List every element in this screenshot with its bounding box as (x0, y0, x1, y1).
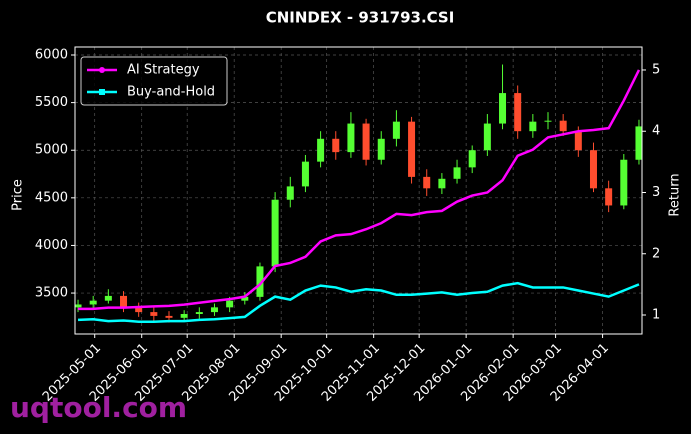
candle-body (135, 307, 143, 313)
legend-marker (99, 67, 105, 73)
candle-body (347, 123, 355, 153)
candle-body (605, 188, 613, 206)
candle-body (120, 295, 128, 308)
candle-body (89, 300, 97, 305)
chart-title: CNINDEX - 931793.CSI (266, 9, 455, 27)
candle-body (104, 295, 112, 301)
candle-body (286, 186, 294, 200)
y2-tick-label: 3 (652, 185, 660, 200)
legend-marker (99, 89, 105, 95)
candle-body (620, 159, 628, 206)
y-tick-label: 4500 (35, 190, 68, 205)
candle-body (226, 300, 234, 308)
candle-body (559, 120, 567, 132)
candle-body (514, 93, 522, 132)
candle-body (241, 296, 249, 301)
candle-body (499, 93, 507, 124)
y-tick-label: 4000 (35, 238, 68, 253)
candle-body (483, 123, 491, 151)
candle-body (453, 167, 461, 179)
y2-axis-label: Return (668, 173, 683, 216)
legend-box (80, 56, 228, 106)
candle-body (332, 138, 340, 153)
legend-label: Buy-and-Hold (127, 85, 215, 100)
y-axis-label: Price (11, 179, 26, 211)
candle-body (180, 314, 188, 318)
candle-body (74, 304, 82, 308)
candle-body (589, 150, 597, 189)
line-series (78, 69, 641, 311)
candle-body (362, 123, 370, 160)
candle-body (392, 121, 400, 139)
candle-body (210, 307, 218, 313)
candle-body (574, 131, 582, 151)
candle-body (271, 199, 279, 267)
candle-body (468, 150, 476, 168)
y-tick-label: 3500 (35, 286, 68, 301)
candle-body (256, 266, 264, 297)
line-series (77, 281, 640, 323)
candle-body (529, 121, 537, 132)
y2-tick-label: 5 (652, 62, 660, 77)
candle-body (301, 161, 309, 187)
candle-body (317, 138, 325, 162)
plot-frame (74, 46, 643, 335)
watermark: uqtool.com (10, 391, 187, 424)
candle-body (438, 178, 446, 189)
y-tick-label: 5000 (35, 143, 68, 158)
y-tick-label: 5500 (35, 95, 68, 110)
y2-tick-label: 4 (652, 124, 660, 139)
candle-body (150, 312, 158, 316)
candle-body (635, 126, 643, 160)
candle-body (423, 176, 431, 189)
candle-body (377, 138, 385, 160)
candle-body (165, 315, 173, 318)
y-tick-label: 6000 (35, 47, 68, 62)
legend-label: AI Strategy (127, 63, 200, 78)
candle-body (195, 312, 203, 315)
candle-body (408, 121, 416, 177)
y2-tick-label: 2 (652, 246, 660, 261)
y2-tick-label: 1 (652, 308, 660, 323)
candle-body (544, 120, 552, 122)
